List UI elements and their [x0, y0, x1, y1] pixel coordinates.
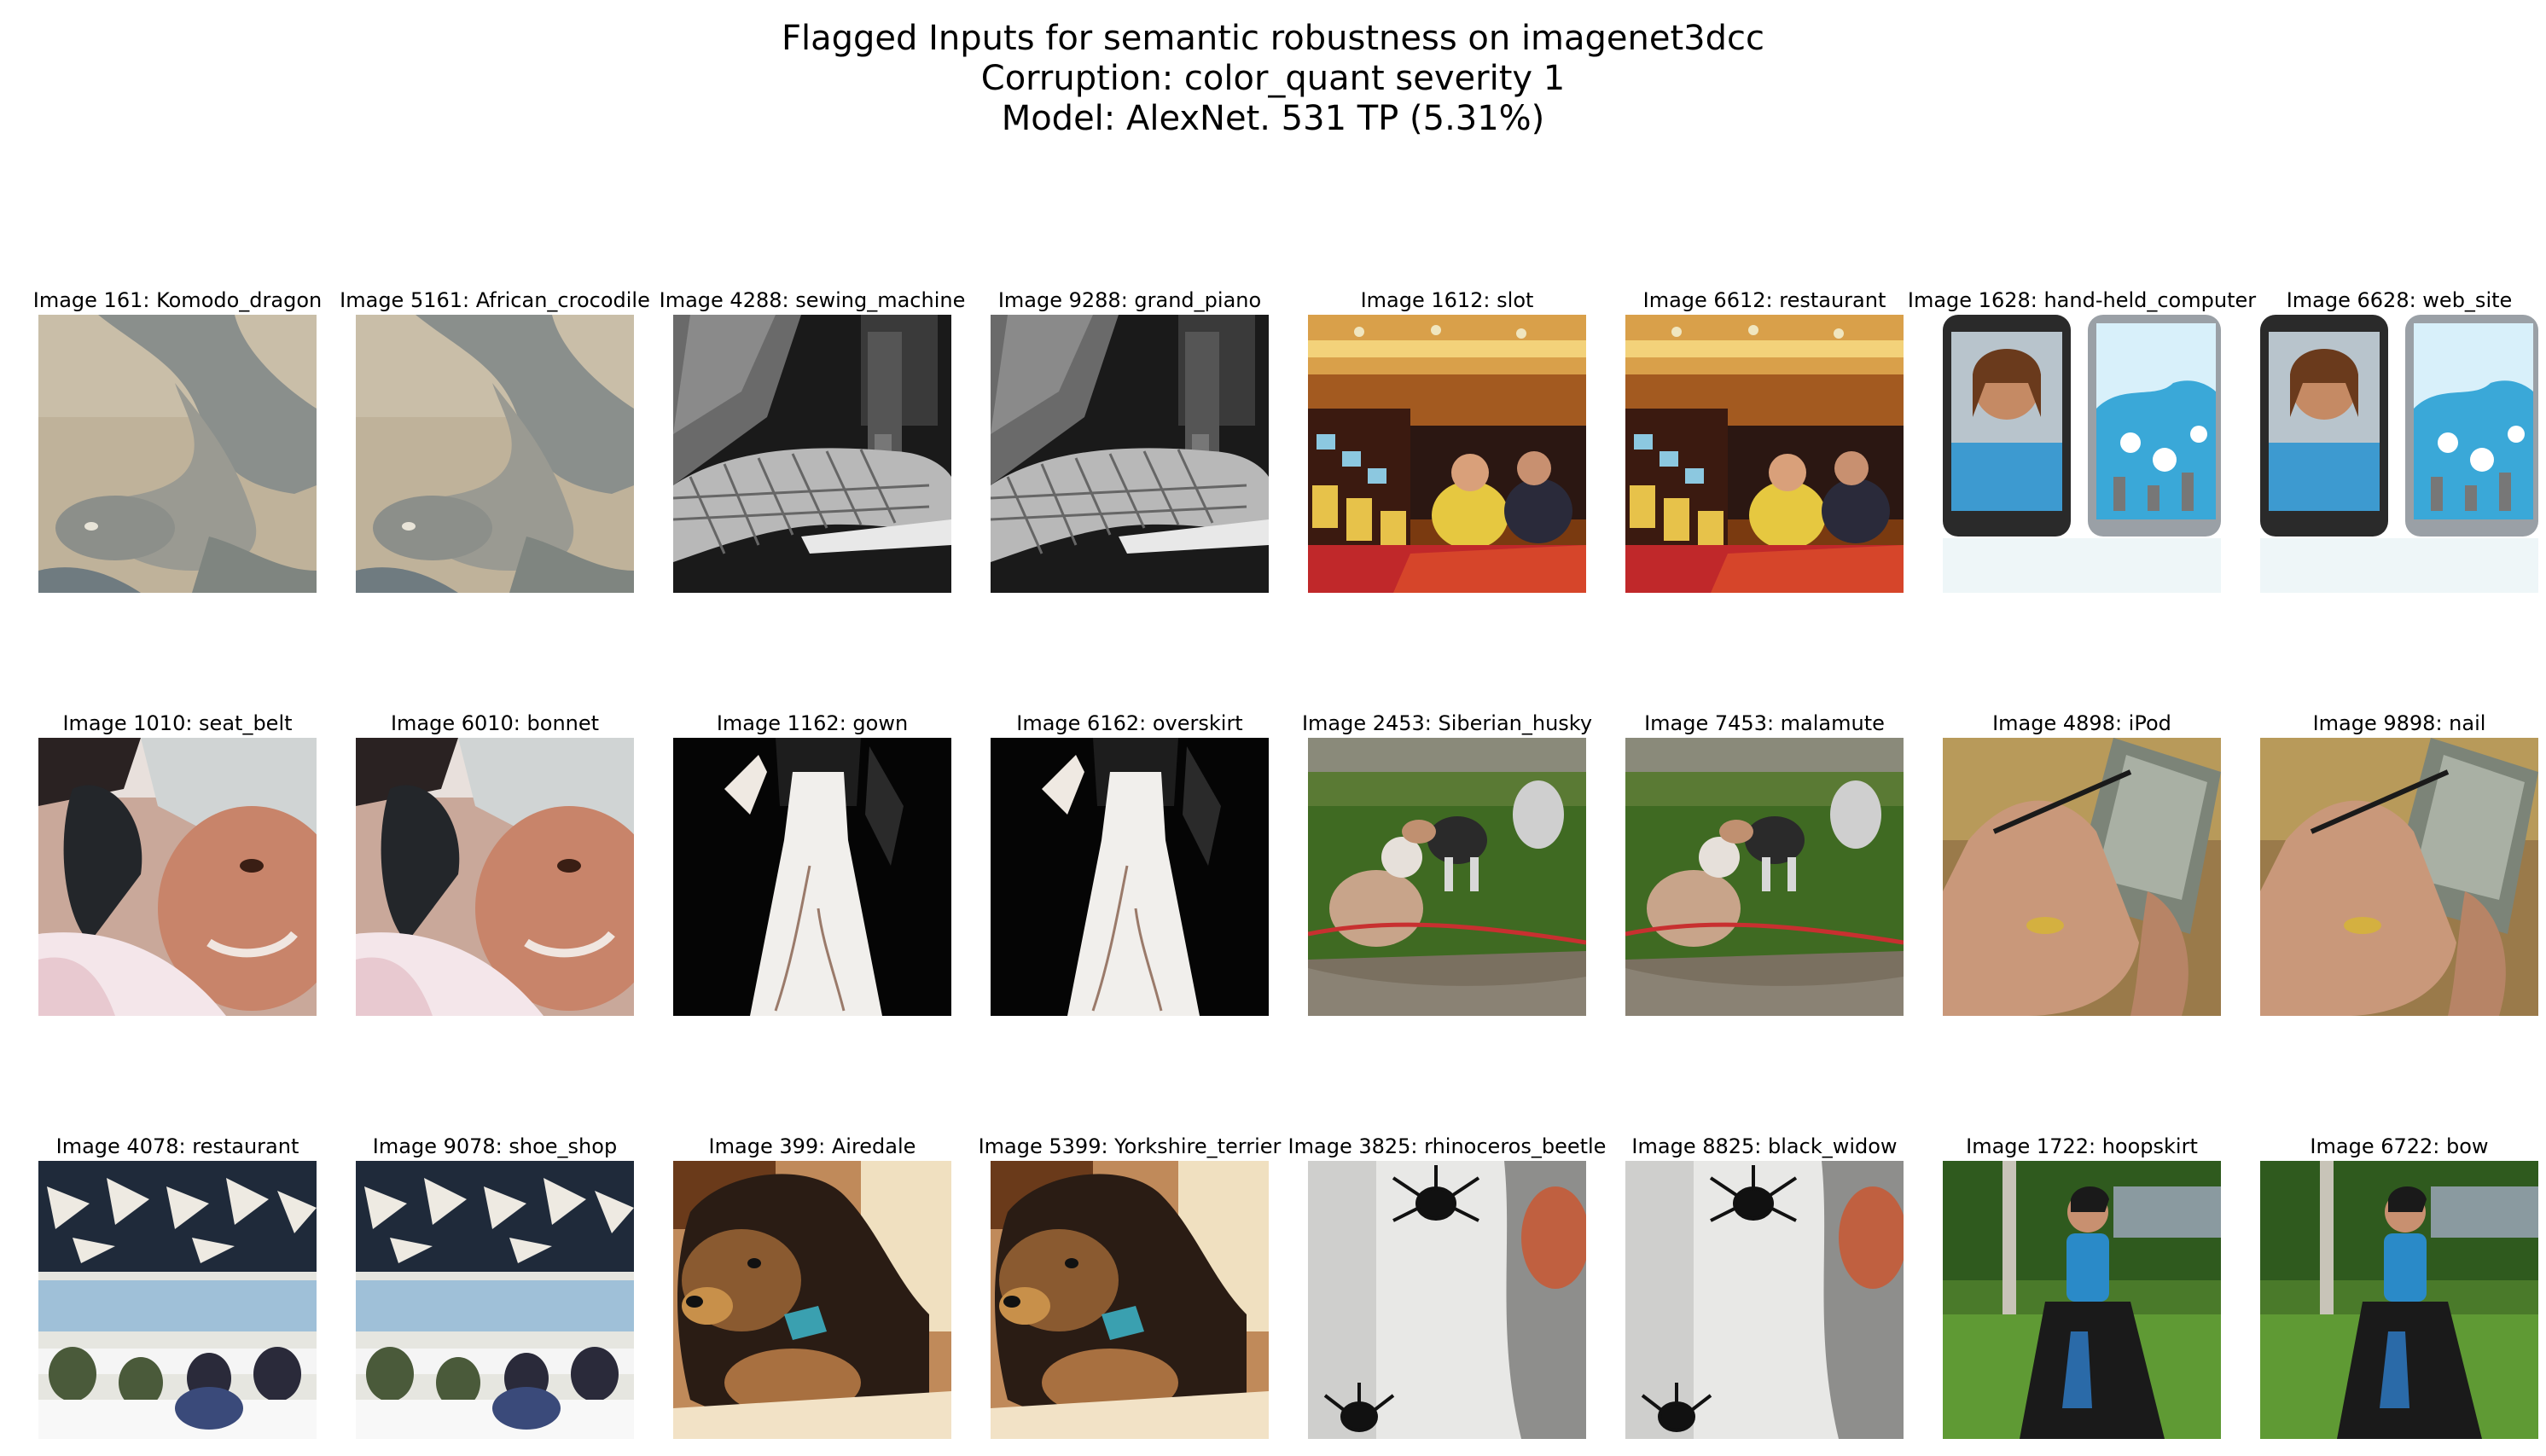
image-caption: Image 1612: slot	[1360, 288, 1534, 312]
image-caption: Image 4898: iPod	[1992, 711, 2171, 735]
image-tile: Image 2453: Siberian_husky	[1302, 711, 1592, 1016]
image-tile: Image 6010: bonnet	[356, 711, 634, 1016]
image-tile: Image 6612: restaurant	[1625, 288, 1904, 593]
image-thumbnail	[1943, 315, 2221, 593]
image-tile: Image 1628: hand-held_computer	[1908, 288, 2256, 593]
image-tile: Image 5399: Yorkshire_terrier	[979, 1134, 1281, 1439]
image-caption: Image 9078: shoe_shop	[372, 1134, 618, 1158]
image-caption: Image 6722: bow	[2310, 1134, 2489, 1158]
image-tile: Image 1162: gown	[673, 711, 951, 1016]
image-caption: Image 1628: hand-held_computer	[1907, 288, 2257, 312]
image-caption: Image 2453: Siberian_husky	[1301, 711, 1593, 735]
image-tile: Image 1010: seat_belt	[38, 711, 317, 1016]
image-thumbnail	[38, 738, 317, 1016]
image-thumbnail	[38, 315, 317, 593]
image-thumbnail	[1308, 738, 1586, 1016]
image-thumbnail	[2260, 315, 2538, 593]
image-tile: Image 8825: black_widow	[1625, 1134, 1904, 1439]
image-thumbnail	[1308, 315, 1586, 593]
title-line: Model: AlexNet. 531 TP (5.31%)	[1001, 99, 1545, 138]
title-line: Flagged Inputs for semantic robustness o…	[781, 19, 1764, 58]
image-thumbnail	[1625, 1161, 1904, 1439]
image-tile: Image 9288: grand_piano	[991, 288, 1269, 593]
image-caption: Image 399: Airedale	[708, 1134, 916, 1158]
image-thumbnail	[1943, 1161, 2221, 1439]
image-tile: Image 4078: restaurant	[38, 1134, 317, 1439]
image-thumbnail	[2260, 1161, 2538, 1439]
image-caption: Image 9898: nail	[2312, 711, 2486, 735]
image-tile: Image 161: Komodo_dragon	[33, 288, 322, 593]
image-caption: Image 1162: gown	[716, 711, 909, 735]
image-thumbnail	[356, 315, 634, 593]
image-caption: Image 9288: grand_piano	[997, 288, 1262, 312]
image-caption: Image 6010: bonnet	[390, 711, 600, 735]
image-thumbnail	[673, 315, 951, 593]
image-caption: Image 4078: restaurant	[55, 1134, 299, 1158]
image-caption: Image 161: Komodo_dragon	[32, 288, 323, 312]
image-thumbnail	[356, 1161, 634, 1439]
image-tile: Image 399: Airedale	[673, 1134, 951, 1439]
image-caption: Image 1010: seat_belt	[62, 711, 293, 735]
image-tile: Image 6162: overskirt	[991, 711, 1269, 1016]
image-tile: Image 4898: iPod	[1943, 711, 2221, 1016]
image-tile: Image 6628: web_site	[2260, 288, 2538, 593]
image-thumbnail	[673, 738, 951, 1016]
image-caption: Image 6612: restaurant	[1642, 288, 1886, 312]
image-caption: Image 5399: Yorkshire_terrier	[978, 1134, 1282, 1158]
title-line: Corruption: color_quant severity 1	[980, 59, 1566, 98]
image-tile: Image 7453: malamute	[1625, 711, 1904, 1016]
image-tile: Image 1722: hoopskirt	[1943, 1134, 2221, 1439]
image-thumbnail	[1308, 1161, 1586, 1439]
image-tile: Image 6722: bow	[2260, 1134, 2538, 1439]
image-caption: Image 5161: African_crocodile	[340, 288, 650, 312]
image-caption: Image 3825: rhinoceros_beetle	[1288, 1134, 1607, 1158]
image-thumbnail	[991, 738, 1269, 1016]
image-tile: Image 5161: African_crocodile	[340, 288, 650, 593]
image-caption: Image 6162: overskirt	[1016, 711, 1243, 735]
image-tile: Image 9898: nail	[2260, 711, 2538, 1016]
image-caption: Image 1722: hoopskirt	[1966, 1134, 2198, 1158]
image-thumbnail	[2260, 738, 2538, 1016]
image-thumbnail	[38, 1161, 317, 1439]
image-thumbnail	[673, 1161, 951, 1439]
image-thumbnail	[991, 315, 1269, 593]
figure-title: Flagged Inputs for semantic robustness o…	[0, 19, 2546, 139]
image-thumbnail	[991, 1161, 1269, 1439]
image-thumbnail	[1625, 738, 1904, 1016]
image-caption: Image 8825: black_widow	[1631, 1134, 1898, 1158]
image-tile: Image 4288: sewing_machine	[660, 288, 965, 593]
image-caption: Image 6628: web_site	[2286, 288, 2513, 312]
image-caption: Image 7453: malamute	[1644, 711, 1885, 735]
image-thumbnail	[1625, 315, 1904, 593]
image-thumbnail	[356, 738, 634, 1016]
image-thumbnail	[1943, 738, 2221, 1016]
image-tile: Image 3825: rhinoceros_beetle	[1288, 1134, 1606, 1439]
image-tile: Image 9078: shoe_shop	[356, 1134, 634, 1439]
image-caption: Image 4288: sewing_machine	[659, 288, 966, 312]
image-tile: Image 1612: slot	[1308, 288, 1586, 593]
